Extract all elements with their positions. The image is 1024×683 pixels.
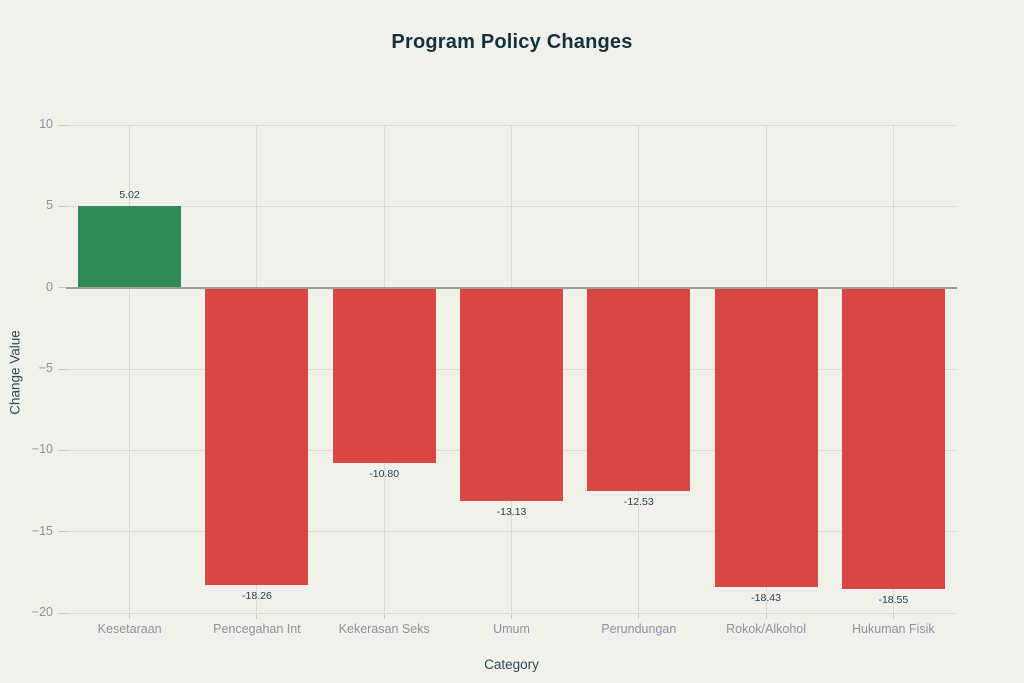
x-axis-title: Category: [484, 657, 539, 672]
bar-value-label: -18.26: [242, 589, 272, 602]
y-tick-mark: [59, 368, 66, 370]
y-tick-label: 0: [46, 279, 53, 294]
x-tick-mark: [892, 613, 894, 619]
y-tick-label: −10: [31, 442, 53, 457]
bar-value-label: 5.02: [119, 189, 140, 201]
y-tick-label: 10: [39, 117, 53, 131]
y-tick-label: −5: [38, 361, 53, 375]
x-tick-mark: [765, 613, 767, 619]
bar-value-label: -10.80: [369, 468, 400, 481]
y-tick-mark: [59, 531, 66, 533]
y-tick-mark: [59, 205, 66, 207]
x-tick-mark: [638, 613, 640, 619]
zero-line: [66, 286, 957, 289]
y-tick-mark: [59, 124, 66, 126]
x-tick-label: Hukuman Fisik: [852, 622, 935, 636]
y-tick-label: −15: [31, 523, 53, 538]
y-tick-mark: [59, 449, 66, 451]
y-tick-label: 5: [46, 198, 53, 213]
x-tick-label: Pencegahan Int: [213, 622, 301, 636]
y-tick-mark: [59, 612, 66, 614]
bar-3: [332, 287, 436, 464]
bar-value-label: -12.53: [623, 496, 654, 509]
x-tick-label: Rokok/Alkohol: [726, 622, 807, 636]
x-tick-label: Kesetaraan: [97, 622, 162, 636]
bar-7: [841, 287, 945, 590]
bar-1: [78, 206, 182, 288]
x-tick-mark: [256, 613, 258, 619]
x-tick-label: Umum: [493, 622, 530, 636]
y-tick-label: −20: [31, 605, 53, 619]
x-tick-mark: [383, 613, 385, 619]
bar-4: [460, 287, 563, 502]
bar-value-label: -13.13: [496, 506, 527, 519]
chart-title: Program Policy Changes: [391, 31, 633, 53]
h-gridline: [66, 612, 957, 614]
v-gridline: [129, 125, 131, 613]
bar-5: [587, 287, 691, 492]
bar-value-label: -18.43: [751, 592, 781, 605]
bar-value-label: -18.55: [878, 594, 909, 607]
x-tick-label: Kekerasan Seks: [338, 622, 430, 636]
bar-6: [714, 287, 818, 588]
x-tick-mark: [511, 613, 512, 619]
x-tick-mark: [129, 613, 131, 619]
y-tick-mark: [59, 287, 66, 289]
x-tick-label: Perundungan: [601, 622, 677, 636]
bar-2: [205, 287, 309, 585]
